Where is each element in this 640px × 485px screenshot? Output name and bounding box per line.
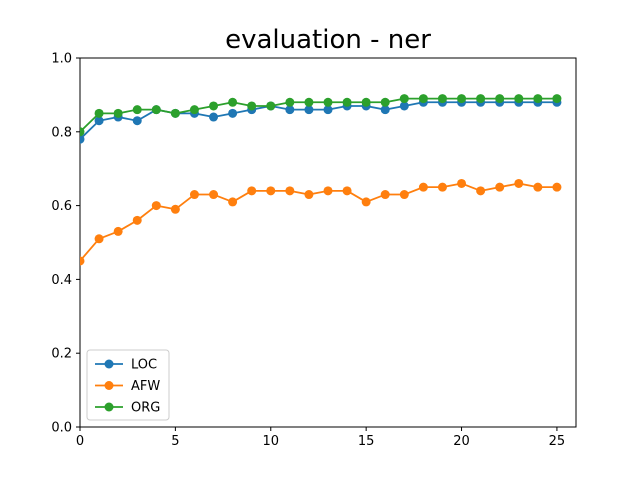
x-axis: 0 5 10 15 20 25 — [76, 427, 565, 449]
data-point-org — [437, 94, 447, 104]
data-point-afw — [437, 182, 447, 192]
y-axis: 0.0 0.2 0.4 0.6 0.8 1.0 — [51, 52, 80, 436]
data-point-org — [399, 94, 409, 104]
data-point-loc — [399, 101, 409, 111]
data-point-org — [533, 94, 543, 104]
legend: LOC AFW ORG — [86, 349, 170, 421]
data-point-loc — [323, 105, 333, 115]
data-point-loc — [94, 116, 104, 126]
chart-title: evaluation - ner — [225, 25, 431, 55]
data-point-afw — [94, 234, 104, 244]
data-point-afw — [266, 186, 276, 196]
data-point-org — [94, 108, 104, 118]
legend-marker-org — [104, 402, 114, 412]
data-point-afw — [533, 182, 543, 192]
data-point-afw — [304, 190, 314, 200]
data-point-org — [209, 101, 219, 111]
data-point-afw — [418, 182, 428, 192]
data-point-org — [113, 108, 123, 118]
data-point-org — [514, 94, 524, 104]
data-point-afw — [552, 182, 562, 192]
legend-label-org: ORG — [131, 401, 160, 416]
plot-area — [79, 57, 577, 428]
series-layer — [80, 94, 562, 266]
data-point-org — [228, 97, 238, 107]
y-tick-label: 0.6 — [51, 199, 72, 214]
data-point-org — [552, 94, 562, 104]
y-tick-label: 0.0 — [51, 421, 72, 436]
data-point-loc — [380, 105, 390, 115]
data-point-org — [304, 97, 314, 107]
data-point-org — [151, 105, 161, 115]
data-point-org — [476, 94, 486, 104]
y-tick-label: 1.0 — [51, 52, 72, 67]
data-point-afw — [170, 204, 180, 214]
data-point-afw — [476, 186, 486, 196]
data-point-org — [170, 108, 180, 118]
data-point-afw — [228, 197, 238, 207]
data-point-org — [342, 97, 352, 107]
data-point-afw — [495, 182, 505, 192]
data-point-afw — [285, 186, 295, 196]
y-tick-label: 0.4 — [51, 273, 72, 288]
data-point-afw — [151, 201, 161, 211]
data-point-org — [457, 94, 467, 104]
data-point-loc — [80, 134, 85, 144]
data-point-org — [132, 105, 142, 115]
data-point-org — [247, 101, 257, 111]
x-tick-label: 10 — [262, 434, 279, 449]
data-point-afw — [132, 215, 142, 225]
data-point-afw — [342, 186, 352, 196]
data-point-org — [323, 97, 333, 107]
data-point-loc — [285, 105, 295, 115]
data-point-afw — [361, 197, 371, 207]
legend-marker-afw — [104, 381, 114, 390]
data-point-loc — [132, 116, 142, 126]
legend-item-org: ORG — [95, 401, 160, 416]
legend-item-afw: AFW — [95, 379, 160, 394]
data-point-afw — [514, 178, 524, 188]
data-point-afw — [80, 256, 85, 266]
y-tick-label: 0.2 — [51, 347, 72, 362]
x-tick-label: 20 — [453, 434, 470, 449]
legend-marker-loc — [104, 359, 114, 369]
series-afw — [80, 178, 562, 266]
legend-label-loc: LOC — [131, 358, 157, 373]
legend-label-afw: AFW — [131, 379, 160, 394]
data-point-afw — [209, 190, 219, 200]
data-point-org — [418, 94, 428, 104]
x-tick-label: 25 — [549, 434, 566, 449]
data-point-afw — [189, 190, 199, 200]
data-point-org — [380, 97, 390, 107]
x-tick-label: 0 — [76, 434, 84, 449]
legend-item-loc: LOC — [95, 358, 157, 373]
x-tick-label: 15 — [358, 434, 375, 449]
series-org — [80, 94, 562, 137]
data-point-afw — [247, 186, 257, 196]
data-point-org — [266, 101, 276, 111]
data-point-afw — [399, 190, 409, 200]
data-point-org — [495, 94, 505, 104]
data-point-org — [80, 127, 85, 137]
axes-frame — [79, 57, 577, 428]
data-point-loc — [209, 112, 219, 122]
data-point-loc — [228, 108, 238, 118]
data-point-afw — [113, 226, 123, 236]
data-point-org — [285, 97, 295, 107]
x-tick-label: 5 — [171, 434, 179, 449]
data-point-afw — [457, 178, 467, 188]
data-point-org — [361, 97, 371, 107]
data-point-afw — [380, 190, 390, 200]
y-tick-label: 0.8 — [51, 125, 72, 140]
data-point-afw — [323, 186, 333, 196]
data-point-loc — [304, 105, 314, 115]
data-point-org — [189, 105, 199, 115]
